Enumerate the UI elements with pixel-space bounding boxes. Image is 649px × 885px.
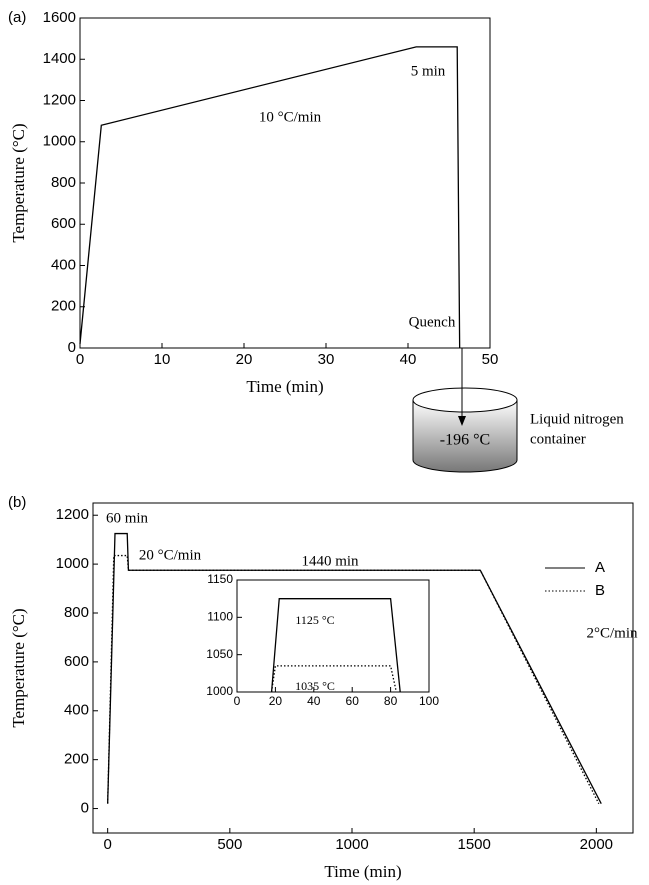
panel-label: (b) bbox=[8, 494, 26, 511]
series-line bbox=[107, 554, 600, 804]
x-tick-label: 10 bbox=[154, 351, 171, 368]
y-tick-label: 200 bbox=[51, 298, 76, 315]
y-tick-label: 0 bbox=[68, 339, 76, 356]
x-tick-label: 20 bbox=[236, 351, 253, 368]
x-axis-label: Time (min) bbox=[246, 377, 323, 396]
container-diagram bbox=[412, 348, 518, 473]
y-tick-label: 600 bbox=[51, 215, 76, 232]
x-tick-label: 0 bbox=[234, 694, 241, 708]
annotation: 60 min bbox=[106, 510, 149, 526]
x-tick-label: 30 bbox=[318, 351, 335, 368]
annotation: 5 min bbox=[411, 63, 446, 79]
legend-label: A bbox=[595, 559, 605, 576]
y-tick-label: 1150 bbox=[207, 572, 233, 586]
x-tick-label: 80 bbox=[384, 694, 398, 708]
cylinder-top bbox=[412, 387, 518, 413]
y-tick-label: 0 bbox=[81, 800, 89, 817]
y-axis-label: Temperature (°C) bbox=[9, 608, 28, 727]
series-line bbox=[79, 46, 461, 349]
y-tick-label: 1200 bbox=[56, 506, 89, 523]
x-tick-label: 2000 bbox=[580, 836, 613, 853]
y-tick-label: 1600 bbox=[43, 9, 76, 26]
y-tick-label: 1000 bbox=[206, 684, 233, 698]
y-tick-label: 1050 bbox=[206, 647, 233, 661]
x-tick-label: 0 bbox=[103, 836, 111, 853]
container-label: Liquid nitrogen bbox=[530, 411, 624, 427]
arrow-head bbox=[458, 416, 466, 426]
x-tick-label: 1500 bbox=[457, 836, 490, 853]
series-line bbox=[270, 665, 397, 693]
y-tick-label: 1200 bbox=[43, 91, 76, 108]
annotation: Quench bbox=[409, 314, 456, 330]
y-tick-label: 200 bbox=[64, 751, 89, 768]
y-tick-label: 600 bbox=[64, 653, 89, 670]
annotation: 1125 °C bbox=[295, 613, 334, 627]
y-tick-label: 1000 bbox=[56, 555, 89, 572]
annotation: 10 °C/min bbox=[259, 109, 322, 125]
annotation: 1035 °C bbox=[295, 679, 335, 693]
plot-frame bbox=[92, 502, 634, 834]
annotation: 20 °C/min bbox=[139, 547, 202, 563]
container-label: container bbox=[530, 431, 586, 447]
series-line bbox=[270, 598, 401, 693]
x-tick-label: 40 bbox=[400, 351, 417, 368]
x-tick-label: 50 bbox=[482, 351, 499, 368]
cylinder-body bbox=[412, 400, 518, 473]
x-tick-label: 20 bbox=[269, 694, 283, 708]
legend-label: B bbox=[595, 582, 605, 599]
y-tick-label: 1100 bbox=[207, 610, 233, 624]
x-tick-label: 40 bbox=[307, 694, 321, 708]
y-tick-label: 1400 bbox=[43, 50, 76, 67]
y-tick-label: 1000 bbox=[43, 133, 76, 150]
x-tick-label: 0 bbox=[76, 351, 84, 368]
y-axis-label: Temperature (°C) bbox=[9, 123, 28, 242]
x-axis-label: Time (min) bbox=[324, 862, 401, 881]
y-tick-label: 800 bbox=[51, 174, 76, 191]
x-tick-label: 100 bbox=[419, 694, 439, 708]
container-text: -196 °C bbox=[440, 432, 490, 449]
x-tick-label: 500 bbox=[217, 836, 242, 853]
series-line bbox=[107, 532, 602, 804]
plot-frame bbox=[236, 579, 430, 693]
y-tick-label: 400 bbox=[51, 256, 76, 273]
y-tick-label: 800 bbox=[64, 604, 89, 621]
x-tick-label: 60 bbox=[346, 694, 360, 708]
x-tick-label: 1000 bbox=[335, 836, 368, 853]
annotation: 2°C/min bbox=[586, 625, 638, 641]
annotation: 1440 min bbox=[301, 553, 359, 569]
y-tick-label: 400 bbox=[64, 702, 89, 719]
panel-label: (a) bbox=[8, 9, 26, 26]
